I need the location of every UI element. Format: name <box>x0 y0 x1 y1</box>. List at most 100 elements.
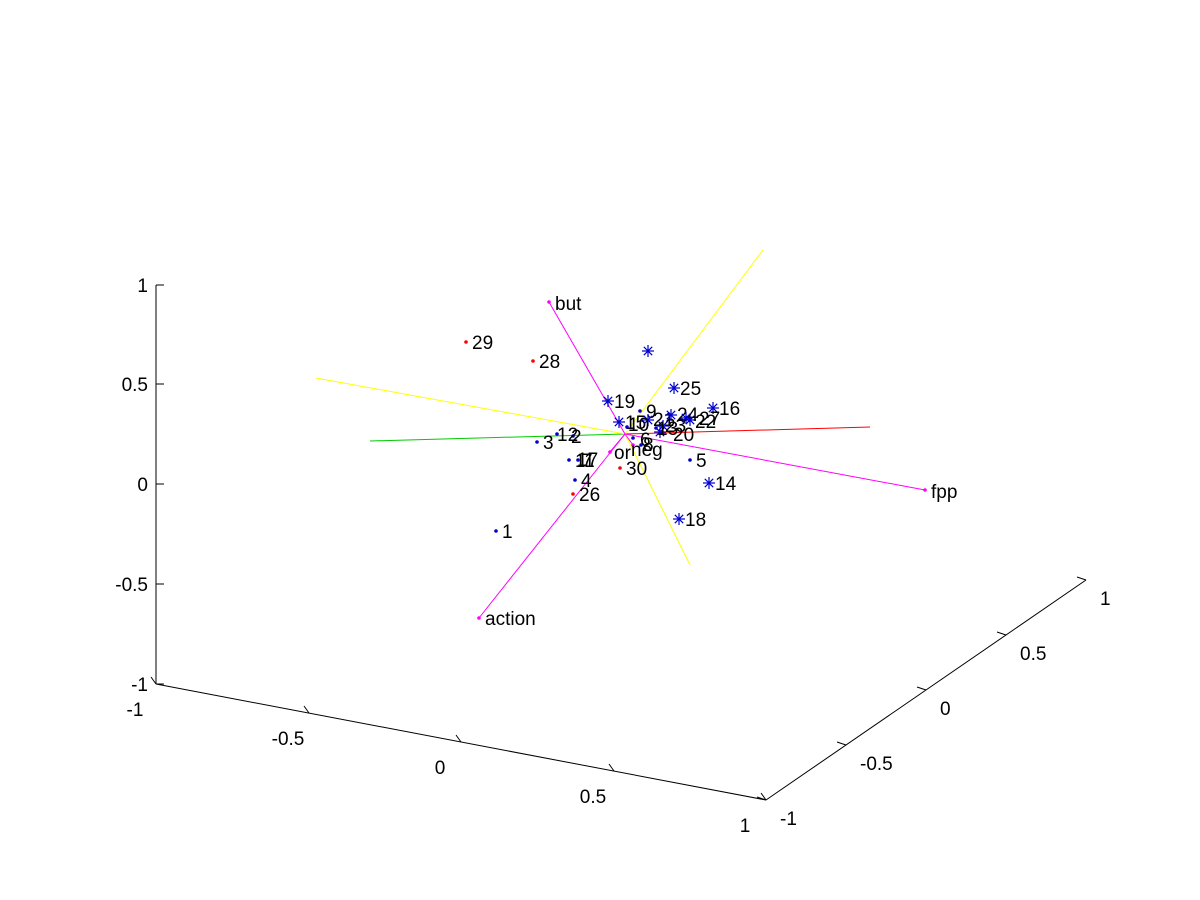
reference-line-z <box>315 377 626 435</box>
point-marker-11 <box>567 458 571 462</box>
reference-line-z <box>624 249 764 435</box>
point-marker-8 <box>639 443 643 447</box>
point-marker-3 <box>535 440 539 444</box>
x-tick <box>760 792 767 801</box>
point-marker-16 <box>707 402 719 414</box>
point-marker-25 <box>668 382 680 394</box>
y-tick-label: 0 <box>940 699 951 720</box>
reference-line-z <box>624 433 691 566</box>
y-tick-label: 0.5 <box>1020 644 1046 665</box>
point-marker-7 <box>576 458 580 462</box>
point-label-30: 30 <box>626 459 647 480</box>
point-marker-9 <box>638 409 642 413</box>
vector-label-fpp: fpp <box>931 482 957 503</box>
x-tick <box>455 734 462 743</box>
point-marker-18 <box>673 513 685 525</box>
point-marker-30 <box>618 466 622 470</box>
z-tick-label: 0 <box>137 475 148 496</box>
vector-label-or: or <box>614 443 632 464</box>
point-marker-19 <box>602 395 614 407</box>
point-label-18: 18 <box>685 510 706 531</box>
x-tick-label: -0.5 <box>272 729 305 750</box>
point-marker-5 <box>688 458 692 462</box>
point-marker-23 <box>657 420 669 432</box>
vector-tip-or <box>608 450 612 454</box>
y-tick-label: -0.5 <box>860 754 893 775</box>
axes <box>155 285 1087 801</box>
point-label-13: 13 <box>657 419 678 440</box>
reference-line-x <box>624 426 871 435</box>
point-label-20: 20 <box>673 425 694 446</box>
point-label-15: 15 <box>625 413 646 434</box>
point-label-17: 17 <box>577 450 598 471</box>
point-label-9: 9 <box>646 402 657 423</box>
z-tick-label: 1 <box>137 276 148 297</box>
vector-but <box>548 301 626 435</box>
point-label-10: 10 <box>628 415 649 436</box>
x-tick <box>608 763 615 772</box>
point-label-2: 2 <box>571 427 582 448</box>
z-tick-label: 0.5 <box>122 375 148 396</box>
point-label-14: 14 <box>715 474 737 495</box>
point-marker-12 <box>555 432 559 436</box>
x-tick-label: 0.5 <box>580 787 606 808</box>
point-marker-24 <box>665 409 677 421</box>
x-tick <box>303 705 310 714</box>
point-marker-26 <box>571 492 575 496</box>
point-label-23: 23 <box>665 416 686 437</box>
point-label-5: 5 <box>696 451 707 472</box>
vector-action <box>478 433 626 619</box>
y-tick-label: -1 <box>780 809 797 830</box>
y-tick <box>996 631 1007 636</box>
point-label-28: 28 <box>539 352 560 373</box>
z-tick-label: -0.5 <box>115 575 148 596</box>
point-label-16: 16 <box>719 399 740 420</box>
axis-ticks: -1 -0.5 0 0.5 1 -1 -0.5 0 0.5 1 -1 -0.5 0 0.5 1 <box>115 276 1110 837</box>
point-label-25: 25 <box>680 379 701 400</box>
vector-tip-action <box>477 616 481 620</box>
vector-tip-but <box>547 300 551 304</box>
vector-label-neg: neg <box>631 440 663 461</box>
y-tick-label: 1 <box>1100 589 1111 610</box>
reference-lines <box>315 249 871 566</box>
point-marker-17 <box>642 345 654 357</box>
x-tick <box>150 676 157 685</box>
point-label-27: 27 <box>699 409 720 430</box>
point-marker-2 <box>571 434 575 438</box>
vector-or <box>609 433 626 453</box>
point-label-11: 11 <box>575 451 595 472</box>
point-label-26: 26 <box>579 485 600 506</box>
point-label-22: 22 <box>695 412 716 433</box>
point-marker-6 <box>631 436 635 440</box>
x-tick-label: 1 <box>740 816 751 837</box>
point-marker-15 <box>613 416 625 428</box>
reference-line-y <box>369 433 626 442</box>
point-marker-29 <box>464 340 468 344</box>
vector-label-action: action <box>485 609 536 630</box>
vector-fpp <box>624 433 926 491</box>
vector-label-but: but <box>555 294 582 315</box>
point-marker-1 <box>494 529 498 533</box>
point-label-3: 3 <box>543 433 554 454</box>
point-label-8: 8 <box>643 435 654 456</box>
point-marker-21 <box>642 414 654 426</box>
point-label-7: 7 <box>582 451 593 472</box>
point-marker-4 <box>573 478 577 482</box>
point-marker-28 <box>531 359 535 363</box>
x-tick-label: 0 <box>435 758 446 779</box>
point-label-4: 4 <box>581 471 592 492</box>
point-label-19: 19 <box>614 392 635 413</box>
point-marker-14 <box>703 477 715 489</box>
point-marker-13 <box>654 426 658 430</box>
y-tick <box>916 686 927 691</box>
point-label-6: 6 <box>640 430 651 451</box>
vector-tip-neg <box>631 443 635 447</box>
y-tick <box>836 741 847 746</box>
point-label-29: 29 <box>472 333 493 354</box>
vector-neg <box>624 433 634 446</box>
z-tick-label: -1 <box>131 675 148 696</box>
y-tick <box>1076 576 1087 581</box>
